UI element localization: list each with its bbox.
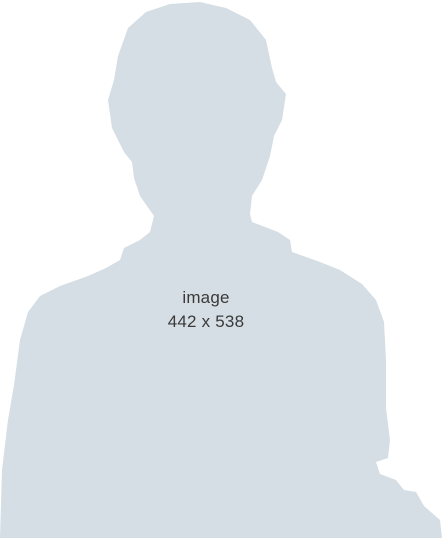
placeholder-label: image [182, 288, 230, 307]
placeholder-dimensions: 442 x 538 [167, 312, 245, 331]
